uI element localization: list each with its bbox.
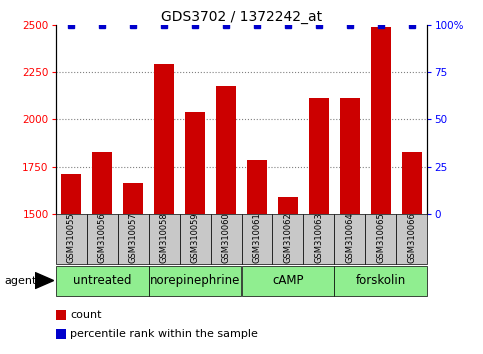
Bar [242,214,272,264]
Bar [123,183,143,214]
Text: percentile rank within the sample: percentile rank within the sample [70,329,258,339]
Bar [340,98,360,214]
Title: GDS3702 / 1372242_at: GDS3702 / 1372242_at [161,10,322,24]
Bar [86,214,117,264]
Bar [211,214,242,264]
Text: cAMP: cAMP [272,274,304,287]
Text: GSM310062: GSM310062 [284,213,293,263]
Text: untreated: untreated [73,274,131,287]
Text: forskolin: forskolin [356,274,406,287]
Bar [56,266,149,296]
Bar [371,27,391,214]
Bar [180,214,211,264]
Bar [272,214,303,264]
Bar [334,214,366,264]
Bar [366,214,397,264]
Text: GSM310063: GSM310063 [314,212,324,263]
Bar [278,197,298,214]
Polygon shape [35,273,54,289]
Bar [117,214,149,264]
Bar [185,112,205,214]
Text: agent: agent [5,275,37,286]
Bar [154,64,174,214]
Bar [303,214,334,264]
Text: GSM310065: GSM310065 [376,213,385,263]
Text: GSM310057: GSM310057 [128,213,138,263]
Bar [309,98,329,214]
Text: count: count [70,310,101,320]
Text: GSM310055: GSM310055 [67,213,75,263]
Bar [334,266,427,296]
Text: GSM310060: GSM310060 [222,213,230,263]
Bar [247,160,267,214]
Bar [56,214,86,264]
Bar [242,266,334,296]
Text: GSM310066: GSM310066 [408,212,416,263]
Text: GSM310064: GSM310064 [345,213,355,263]
Bar [149,214,180,264]
Bar [61,175,81,214]
Text: norepinephrine: norepinephrine [150,274,240,287]
Text: GSM310061: GSM310061 [253,213,261,263]
Bar [397,214,427,264]
Text: GSM310059: GSM310059 [190,213,199,263]
Text: GSM310058: GSM310058 [159,213,169,263]
Bar [402,152,422,214]
Bar [149,266,242,296]
Bar [92,152,112,214]
Text: GSM310056: GSM310056 [98,213,107,263]
Bar [216,86,236,214]
